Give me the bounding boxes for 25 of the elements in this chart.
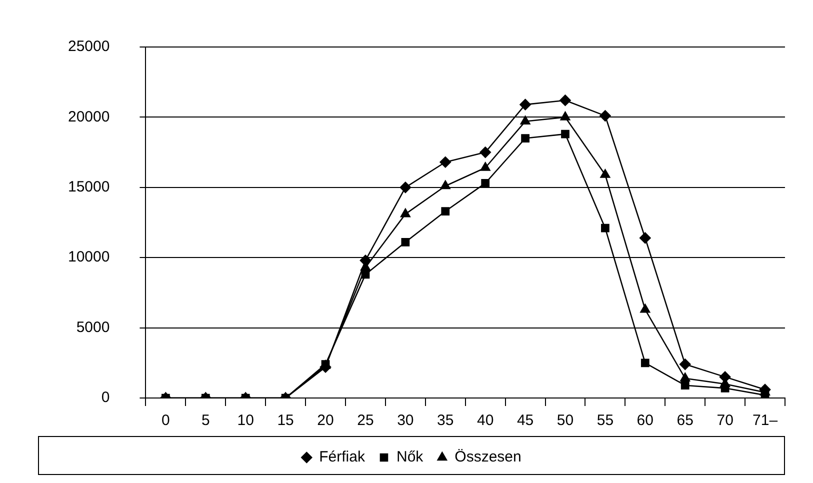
legend-label: Férfiak [319,448,366,466]
y-tick-label: 15000 [68,178,110,196]
y-tick-label: 5000 [76,318,110,336]
x-tick-label: 25 [357,412,374,430]
x-tick-label: 35 [437,412,454,430]
x-tick-label: 10 [237,412,254,430]
x-tick-label: 30 [397,412,414,430]
x-tick-label: 40 [476,412,494,430]
x-tick-label: 0 [162,412,170,430]
y-tick-label: 10000 [68,248,110,266]
x-tick-label: 55 [596,412,614,430]
x-tick-label: 45 [516,412,534,430]
y-tick-label: 25000 [68,38,110,56]
x-tick-label: 15 [277,412,294,430]
x-tick-label: 5 [201,412,210,430]
y-tick-label: 20000 [68,108,110,126]
x-tick-label: 65 [676,412,694,430]
legend-label: Nők [396,448,424,466]
x-tick-label: 60 [636,412,654,430]
legend-label: Összesen [454,448,522,466]
x-tick-label: 71– [752,412,778,430]
y-tick-label: 0 [101,389,110,406]
x-tick-label: 70 [716,412,734,430]
x-tick-label: 50 [556,412,574,430]
x-tick-label: 20 [317,412,334,430]
